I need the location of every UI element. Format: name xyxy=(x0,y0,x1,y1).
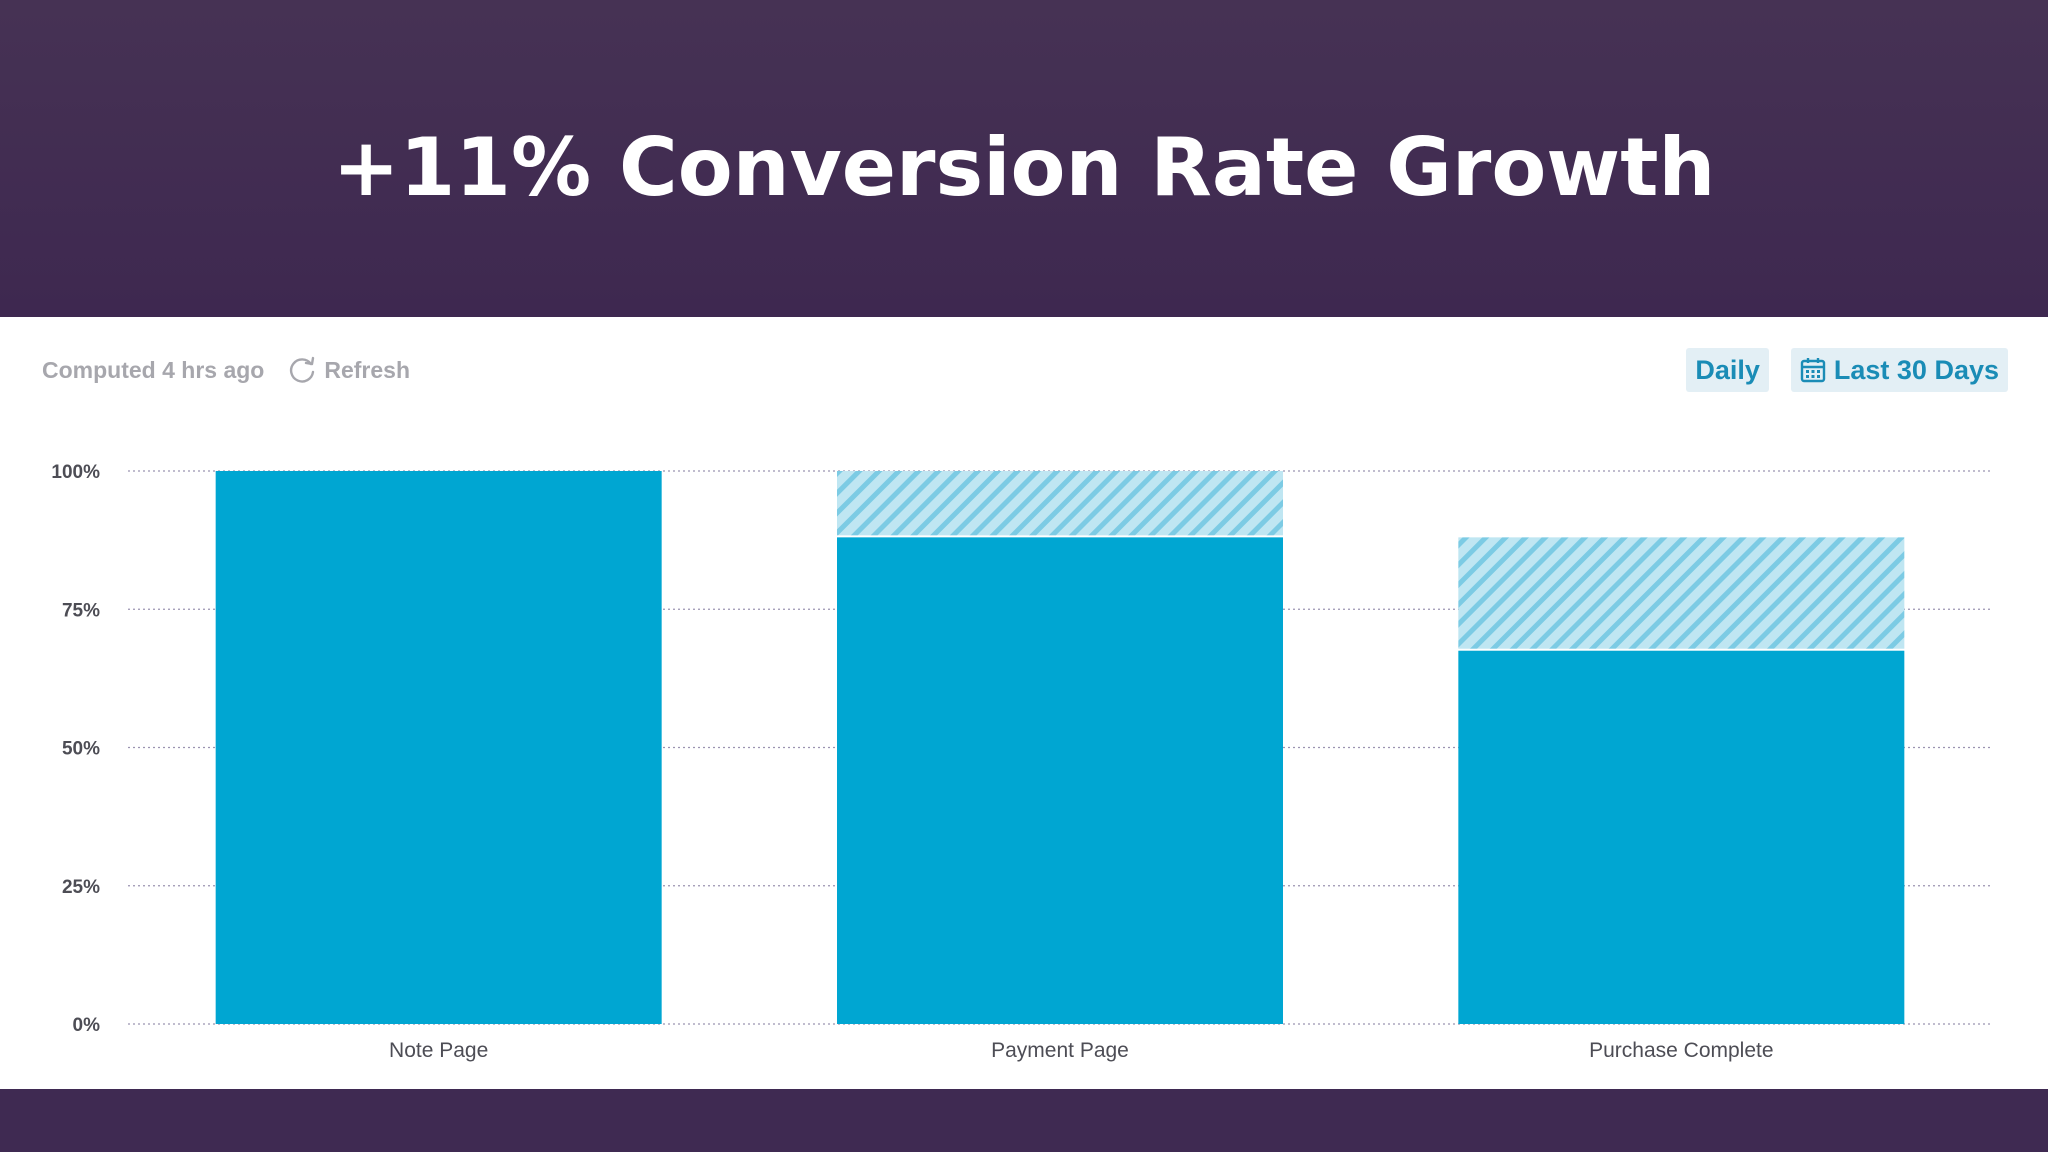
bar-conversion[interactable] xyxy=(837,537,1283,1024)
toolbar-left: Computed 4 hrs ago Refresh xyxy=(42,352,410,388)
computed-status: Computed 4 hrs ago xyxy=(42,356,265,383)
bar-growth[interactable] xyxy=(1458,537,1905,649)
y-tick-label: 50% xyxy=(62,739,100,760)
y-tick-label: 100% xyxy=(51,462,100,483)
x-tick-label: Payment Page xyxy=(991,1039,1129,1062)
toolbar-right: Daily Last 30 Days xyxy=(1686,348,2008,392)
bar-chart: 0% 25% 50% 75% 100% Note Page Payment Page Purc… xyxy=(51,462,1992,1062)
bar-conversion[interactable] xyxy=(1458,650,1905,1024)
bar-growth[interactable] xyxy=(837,471,1283,536)
refresh-button[interactable]: Refresh xyxy=(286,354,410,386)
refresh-label: Refresh xyxy=(324,356,411,383)
x-tick-label: Note Page xyxy=(389,1039,488,1062)
axis-labels: 0% 25% 50% 75% 100% Note Page Payment Page Purc… xyxy=(51,462,1773,1062)
interval-label: Daily xyxy=(1695,354,1760,385)
y-tick-label: 0% xyxy=(73,1015,101,1036)
page-title: +11% Conversion Rate Growth xyxy=(332,121,1716,214)
x-tick-label: Purchase Complete xyxy=(1589,1039,1773,1062)
date-range-label: Last 30 Days xyxy=(1833,354,1999,385)
header-banner: +11% Conversion Rate Growth xyxy=(0,0,2048,317)
bars xyxy=(215,471,1905,1024)
date-range-selector[interactable]: Last 30 Days xyxy=(1790,348,2008,392)
y-tick-label: 25% xyxy=(62,877,100,898)
y-tick-label: 75% xyxy=(62,600,100,621)
interval-selector[interactable]: Daily xyxy=(1686,348,1769,392)
refresh-icon xyxy=(290,356,315,383)
bar-conversion[interactable] xyxy=(215,471,662,1024)
calendar-icon xyxy=(1800,358,1826,383)
